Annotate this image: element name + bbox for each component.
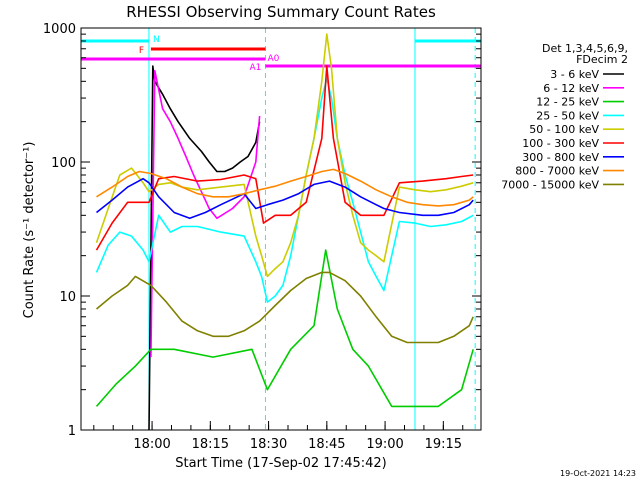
series-line-8	[95, 271, 474, 344]
y-tick-label: 1000	[43, 22, 76, 37]
y-tick-label: 10	[59, 290, 76, 305]
flag-label-a0: A0	[267, 54, 279, 64]
legend-label: 800 - 7000 keV	[515, 165, 599, 178]
y-tick-label: 100	[51, 156, 76, 171]
series-line-7	[96, 168, 474, 207]
legend-header: FDecim 2	[576, 53, 628, 66]
series-line-5	[95, 65, 474, 251]
chart-title: RHESSI Observing Summary Count Rates	[126, 3, 436, 21]
x-tick-label: 18:30	[250, 437, 287, 452]
plot-frame	[80, 27, 482, 431]
x-tick-label: 19:00	[366, 437, 403, 452]
legend-label: 300 - 800 keV	[522, 151, 599, 164]
y-tick-label: 1	[68, 424, 76, 439]
x-tick-label: 18:00	[133, 437, 170, 452]
flag-label-f: F	[139, 46, 144, 56]
flag-label-n: N	[153, 35, 160, 45]
legend-label: 7000 - 15000 keV	[501, 178, 599, 191]
y-axis-label: Count Rate (s⁻¹ detector⁻¹)	[22, 142, 37, 319]
x-tick-label: 19:15	[425, 437, 462, 452]
axes: 1 10 100 1000 18:00 18:15 18:30 18:45 19:00 19:15	[43, 22, 482, 452]
series-line-1	[150, 69, 261, 358]
legend-label: 3 - 6 keV	[550, 68, 599, 81]
legend-label: 12 - 25 keV	[536, 96, 599, 109]
x-tick-label: 18:15	[192, 437, 229, 452]
x-tick-label: 18:45	[308, 437, 345, 452]
legend-label: 6 - 12 keV	[543, 82, 599, 95]
series-line-0	[148, 65, 261, 431]
series-line-6	[96, 177, 474, 220]
footer-timestamp: 19-Oct-2021 14:23	[560, 469, 636, 478]
legend-label: 100 - 300 keV	[522, 137, 599, 150]
legend-label: 25 - 50 keV	[536, 109, 599, 122]
series-line-4	[95, 33, 474, 278]
legend-label: 50 - 100 keV	[529, 123, 599, 136]
series-line-2	[95, 249, 474, 408]
x-axis-label: Start Time (17-Sep-02 17:45:42)	[175, 456, 386, 471]
plot-area: NF A0 A1	[81, 28, 481, 431]
flag-label-a1: A1	[249, 63, 261, 73]
legend-header: Det 1,3,4,5,6,9,	[542, 42, 628, 55]
